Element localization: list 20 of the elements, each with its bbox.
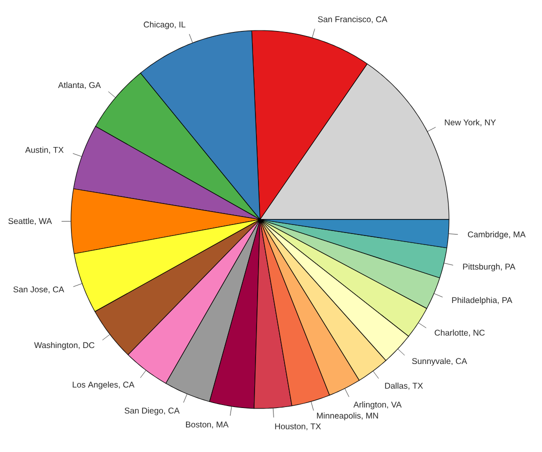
slice-label: Minneapolis, MN xyxy=(317,412,378,420)
slice-label: Cambridge, MA xyxy=(468,231,526,240)
slice-label: Boston, MA xyxy=(186,422,229,428)
slice-label: Seattle, WA xyxy=(8,218,52,226)
slice-label: San Diego, CA xyxy=(124,407,180,416)
slice-label: New York, NY xyxy=(444,119,496,126)
slice-label: Arlington, VA xyxy=(353,401,402,410)
slice-label: Los Angeles, CA xyxy=(72,381,134,390)
slice-label: Philadelphia, PA xyxy=(452,296,512,305)
slice-label: Dallas, TX xyxy=(385,382,423,390)
slice-label: San Jose, CA xyxy=(13,286,64,294)
slice-label: Austin, TX xyxy=(25,146,64,154)
slice-label: Sunnyvale, CA xyxy=(412,358,468,366)
slice-label: Atlanta, GA xyxy=(58,82,101,90)
slice-label: Chicago, IL xyxy=(144,21,186,30)
slice-label: Pittsburgh, PA xyxy=(463,263,516,272)
slice-label: Washington, DC xyxy=(34,342,94,350)
slice-label: San Francisco, CA xyxy=(318,16,388,24)
slice-label: Houston, TX xyxy=(275,423,321,430)
slice-label: Charlotte, NC xyxy=(434,330,485,337)
